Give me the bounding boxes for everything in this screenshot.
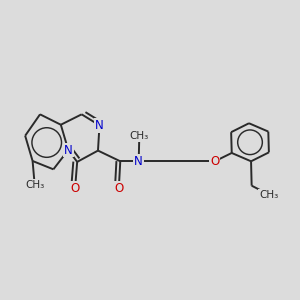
Text: O: O — [114, 182, 123, 195]
Text: N: N — [134, 155, 143, 168]
Text: O: O — [210, 155, 219, 168]
Text: N: N — [95, 119, 104, 132]
Text: CH₃: CH₃ — [130, 131, 149, 141]
Text: CH₃: CH₃ — [259, 190, 278, 200]
Text: N: N — [64, 143, 73, 157]
Text: O: O — [70, 182, 80, 194]
Text: CH₃: CH₃ — [25, 180, 44, 190]
